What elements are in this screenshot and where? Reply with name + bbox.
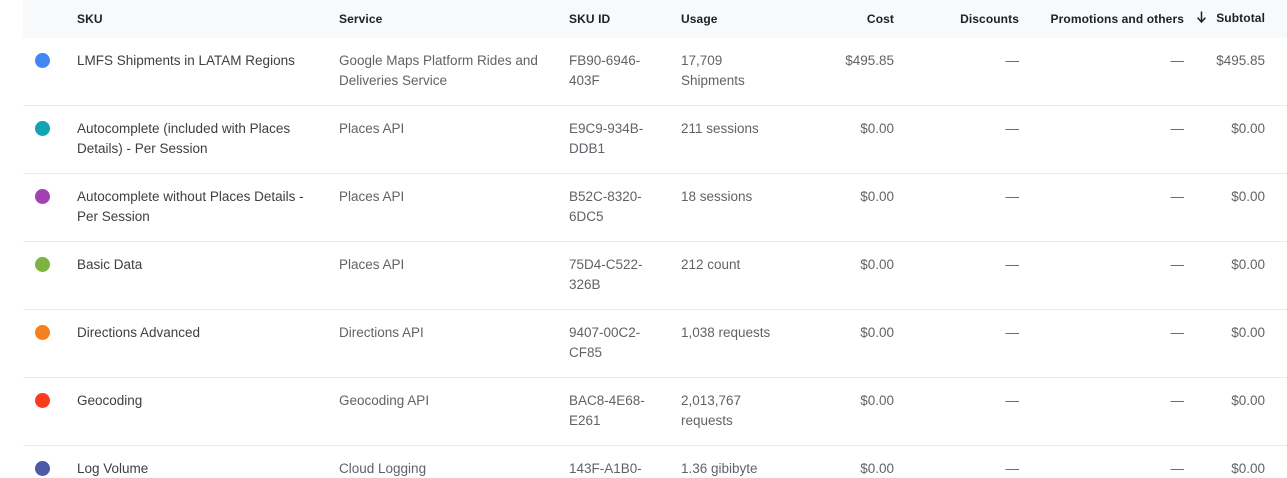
cell-service: Places API (339, 257, 405, 272)
cell-sku-id: B52C-8320-6DC5 (569, 189, 642, 224)
cell-discounts: — (1005, 121, 1020, 136)
cell-discounts: — (1005, 189, 1020, 204)
cell-sku-id: FB90-6946-403F (569, 53, 641, 88)
cell-usage: 18 sessions (681, 189, 753, 204)
cell-cost: $0.00 (860, 393, 894, 408)
cell-subtotal: $0.00 (1231, 121, 1265, 136)
cell-discounts: — (1005, 53, 1020, 68)
sku-color-swatch (23, 38, 67, 106)
cell-cost: $0.00 (860, 257, 894, 272)
legend-dot-icon (35, 257, 50, 272)
cell-cost: $0.00 (860, 325, 894, 340)
arrow-down-icon (1196, 11, 1207, 24)
column-header-sku[interactable]: SKU (77, 12, 103, 26)
legend-dot-icon (35, 121, 50, 136)
table-row[interactable]: Geocoding Geocoding API BAC8-4E68-E261 2,01… (23, 378, 1287, 446)
cell-sku: Directions Advanced (77, 325, 201, 340)
cell-sku: LMFS Shipments in LATAM Regions (77, 53, 295, 68)
cell-service: Places API (339, 121, 405, 136)
cell-cost: $0.00 (860, 189, 894, 204)
cell-promotions: — (1170, 53, 1185, 68)
sku-color-swatch (23, 106, 67, 174)
column-header-subtotal-label: Subtotal (1216, 10, 1265, 25)
cell-discounts: — (1005, 461, 1020, 476)
cell-sku-id: BAC8-4E68-E261 (569, 393, 645, 428)
table-row[interactable]: Directions Advanced Directions API 9407-00… (23, 310, 1287, 378)
column-header-usage[interactable]: Usage (681, 12, 718, 26)
sku-cost-table: SKU Service SKU ID Usage Cost Discounts … (23, 0, 1287, 478)
cell-subtotal: $495.85 (1216, 53, 1265, 68)
cell-discounts: — (1005, 325, 1020, 340)
cell-sku: Autocomplete without Places Details - Pe… (77, 189, 304, 224)
cell-usage: 211 sessions (681, 121, 759, 136)
cell-promotions: — (1170, 121, 1185, 136)
column-header-color (23, 0, 67, 38)
column-header-sku-id[interactable]: SKU ID (569, 12, 611, 26)
legend-dot-icon (35, 53, 50, 68)
table-body: LMFS Shipments in LATAM Regions Google Ma… (23, 38, 1287, 478)
sku-color-swatch (23, 378, 67, 446)
legend-dot-icon (35, 325, 50, 340)
table-row[interactable]: Basic Data Places API 75D4-C522-326B 212 co… (23, 242, 1287, 310)
cell-cost: $495.85 (845, 53, 894, 68)
cell-sku: Geocoding (77, 393, 143, 408)
table-row[interactable]: Log Volume Cloud Logging 143F-A1B0-E0BE 1.3… (23, 446, 1287, 478)
cell-sku-id: 143F-A1B0-E0BE (569, 461, 642, 476)
table-row[interactable]: Autocomplete (included with Places Detai… (23, 106, 1287, 174)
cell-sku: Log Volume (77, 461, 149, 476)
column-header-cost[interactable]: Cost (866, 12, 894, 26)
cell-cost: $0.00 (860, 121, 894, 136)
column-header-promotions[interactable]: Promotions and others (1050, 12, 1184, 26)
cell-subtotal: $0.00 (1231, 393, 1265, 408)
table-row[interactable]: Autocomplete without Places Details - Pe… (23, 174, 1287, 242)
table-header-row: SKU Service SKU ID Usage Cost Discounts … (23, 0, 1287, 38)
sku-color-swatch (23, 310, 67, 378)
legend-dot-icon (35, 461, 50, 476)
cell-sku: Basic Data (77, 257, 143, 272)
cell-discounts: — (1005, 393, 1020, 408)
cell-subtotal: $0.00 (1231, 257, 1265, 272)
column-header-discounts[interactable]: Discounts (960, 12, 1019, 26)
cell-sku: Autocomplete (included with Places Detai… (77, 121, 291, 156)
cell-sku-id: 9407-00C2-CF85 (569, 325, 641, 360)
sku-color-swatch (23, 446, 67, 478)
table-row[interactable]: LMFS Shipments in LATAM Regions Google Ma… (23, 38, 1287, 106)
cell-subtotal: $0.00 (1231, 189, 1265, 204)
cell-service: Directions API (339, 325, 424, 340)
cell-service: Places API (339, 189, 405, 204)
legend-dot-icon (35, 189, 50, 204)
cell-sku-id: 75D4-C522-326B (569, 257, 643, 292)
cell-service: Geocoding API (339, 393, 430, 408)
cell-promotions: — (1170, 257, 1185, 272)
cell-usage: 17,709 Shipments (681, 53, 745, 88)
cell-cost: $0.00 (860, 461, 894, 476)
column-header-service[interactable]: Service (339, 12, 383, 26)
column-header-subtotal[interactable]: Subtotal (1194, 0, 1287, 38)
cell-usage: 1,038 requests (681, 325, 771, 340)
cell-usage: 212 count (681, 257, 741, 272)
sku-color-swatch (23, 174, 67, 242)
cell-discounts: — (1005, 257, 1020, 272)
cell-usage: 1.36 gibibyte (681, 461, 758, 476)
cell-promotions: — (1170, 461, 1185, 476)
cell-usage: 2,013,767 requests (681, 393, 742, 428)
cell-promotions: — (1170, 393, 1185, 408)
cell-subtotal: $0.00 (1231, 461, 1265, 476)
table-header: SKU Service SKU ID Usage Cost Discounts … (23, 0, 1287, 38)
cell-promotions: — (1170, 189, 1185, 204)
cell-service: Cloud Logging (339, 461, 427, 476)
cell-service: Google Maps Platform Rides and Deliverie… (339, 53, 538, 88)
cell-sku-id: E9C9-934B-DDB1 (569, 121, 644, 156)
cell-subtotal: $0.00 (1231, 325, 1265, 340)
cell-promotions: — (1170, 325, 1185, 340)
sku-color-swatch (23, 242, 67, 310)
legend-dot-icon (35, 393, 50, 408)
